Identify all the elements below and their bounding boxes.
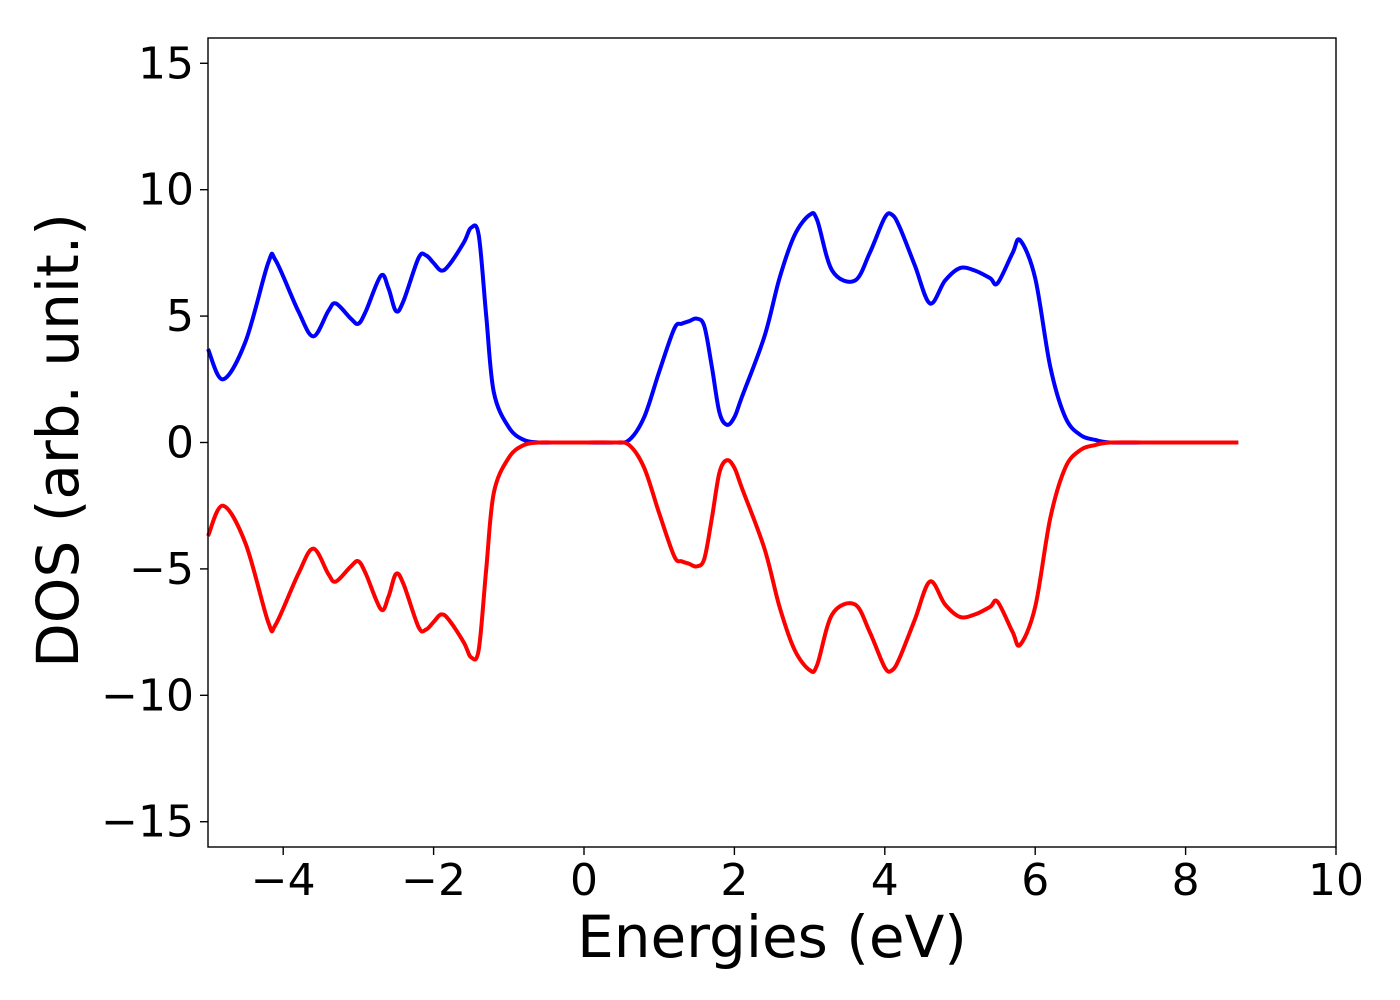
x-axis-label: Energies (eV) bbox=[577, 903, 967, 971]
y-axis-ticks: −15 −10 −5 0 5 10 15 bbox=[101, 38, 208, 848]
y-tick-label: 5 bbox=[166, 291, 194, 342]
y-tick-label: 0 bbox=[166, 418, 194, 469]
x-tick-label: 2 bbox=[720, 855, 748, 906]
series-line-1 bbox=[206, 211, 1239, 445]
x-tick-label: 6 bbox=[1021, 855, 1049, 906]
y-tick-label: −10 bbox=[101, 670, 194, 721]
series-layer bbox=[206, 211, 1239, 674]
x-tick-label: 4 bbox=[871, 855, 899, 906]
x-tick-label: 8 bbox=[1172, 855, 1200, 906]
x-tick-label: −4 bbox=[251, 855, 316, 906]
x-tick-label: 0 bbox=[570, 855, 598, 906]
x-axis-ticks: −4 −2 0 2 4 6 8 10 bbox=[251, 847, 1364, 906]
x-tick-label: 10 bbox=[1308, 855, 1364, 906]
series-line-2 bbox=[206, 440, 1239, 674]
y-axis-label: DOS (arb. unit.) bbox=[24, 213, 92, 668]
y-tick-label: 10 bbox=[138, 165, 194, 216]
x-tick-label: −2 bbox=[401, 855, 466, 906]
y-tick-label: −5 bbox=[129, 544, 194, 595]
y-tick-label: 15 bbox=[138, 38, 194, 89]
y-tick-label: −15 bbox=[101, 797, 194, 848]
